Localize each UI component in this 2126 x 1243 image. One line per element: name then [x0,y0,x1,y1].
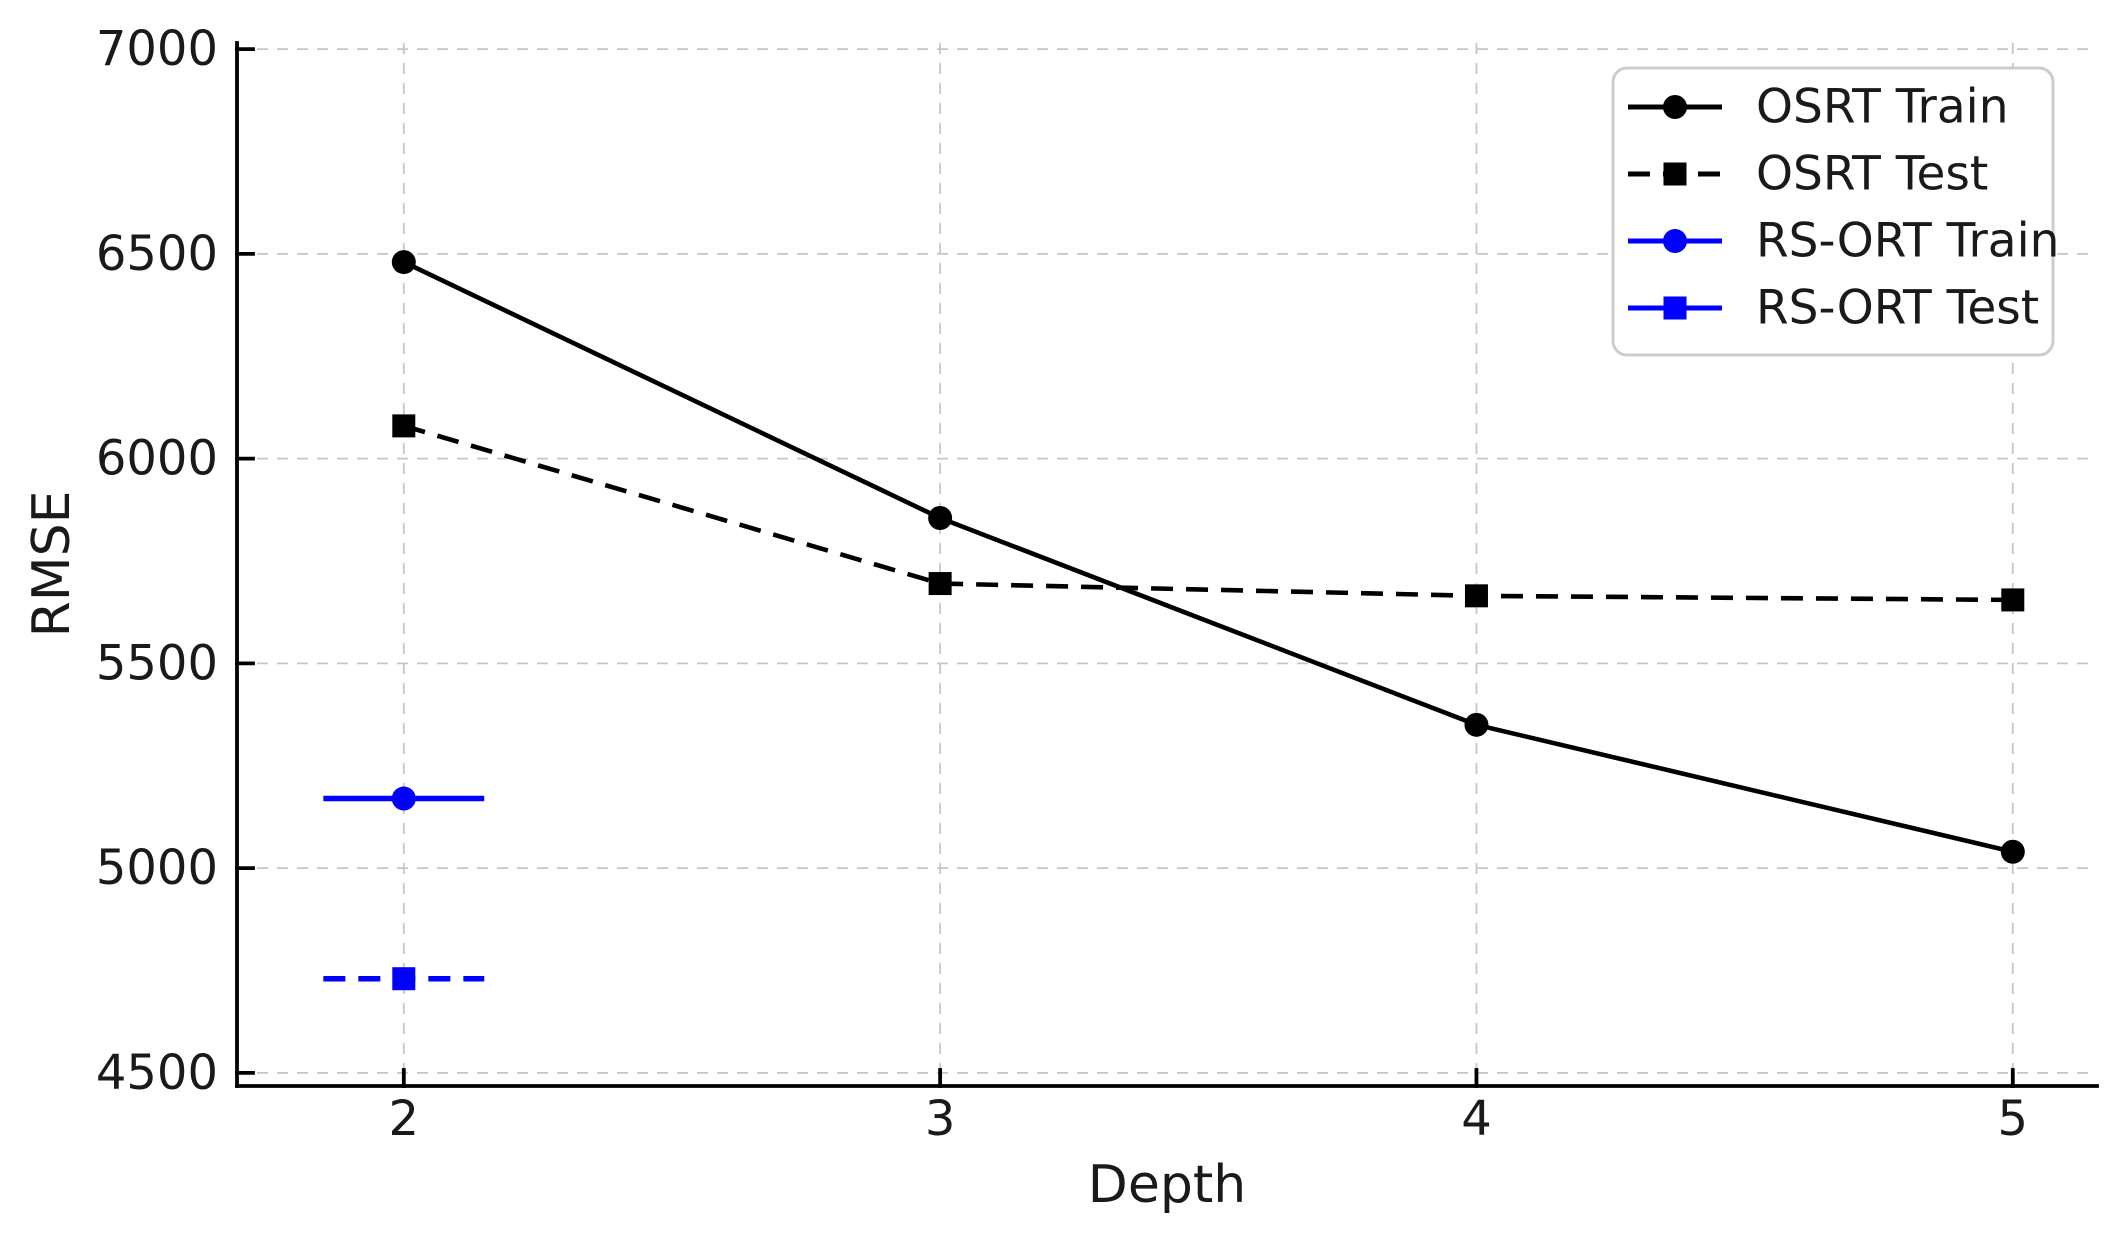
data-point-osrt-train-5 [2000,839,2025,864]
legend-marker-osrt-train [1663,95,1687,119]
legend-label-rs-ort-train: RS-ORT Train [1756,214,2059,269]
legend-marker-rs-ort-train [1663,229,1687,253]
legend-marker-osrt-test [1663,162,1687,186]
y-tick-label-4500: 4500 [96,1045,218,1101]
y-tick-label-6000: 6000 [96,431,218,487]
y-tick-label-5000: 5000 [96,840,218,896]
data-series [323,250,2025,991]
data-point-rs-ort-test-2 [392,967,416,991]
series-line-osrt-train [402,260,2014,855]
y-tick-label-6500: 6500 [96,226,218,282]
y-tick-label-7000: 7000 [96,21,218,77]
x-tick-label-2: 2 [389,1091,420,1147]
data-point-osrt-train-2 [391,250,416,275]
legend-label-osrt-test: OSRT Test [1756,147,1988,202]
series-line-osrt-test [403,423,2013,603]
axes-spines [235,41,2099,1088]
tick-labels: 4500 5000 5500 6000 6500 7000 2 3 4 5 [96,21,2028,1147]
data-point-osrt-test-2 [392,414,416,438]
x-axis-title: Depth [1088,1155,1246,1215]
x-tick-label-5: 5 [1998,1091,2029,1147]
legend-box [1611,66,2055,357]
legend-label-rs-ort-test: RS-ORT Test [1756,281,2039,336]
legend-marker-rs-ort-test [1663,296,1687,320]
data-point-osrt-test-4 [1464,584,1488,608]
data-point-osrt-train-4 [1464,712,1489,737]
data-point-osrt-test-3 [928,572,952,596]
x-tick-label-4: 4 [1461,1091,1492,1147]
data-point-rs-ort-train-2 [391,786,416,811]
y-tick-label-5500: 5500 [96,635,218,691]
legend: OSRT Train OSRT Test RS-ORT Train RS-ORT Te… [1611,66,2059,357]
x-tick-label-3: 3 [925,1091,956,1147]
y-axis-title: RMSE [22,491,82,638]
gridlines [237,43,2097,1086]
data-point-osrt-test-5 [2001,588,2025,612]
data-point-osrt-train-3 [928,506,953,531]
legend-label-osrt-train: OSRT Train [1756,80,2009,135]
